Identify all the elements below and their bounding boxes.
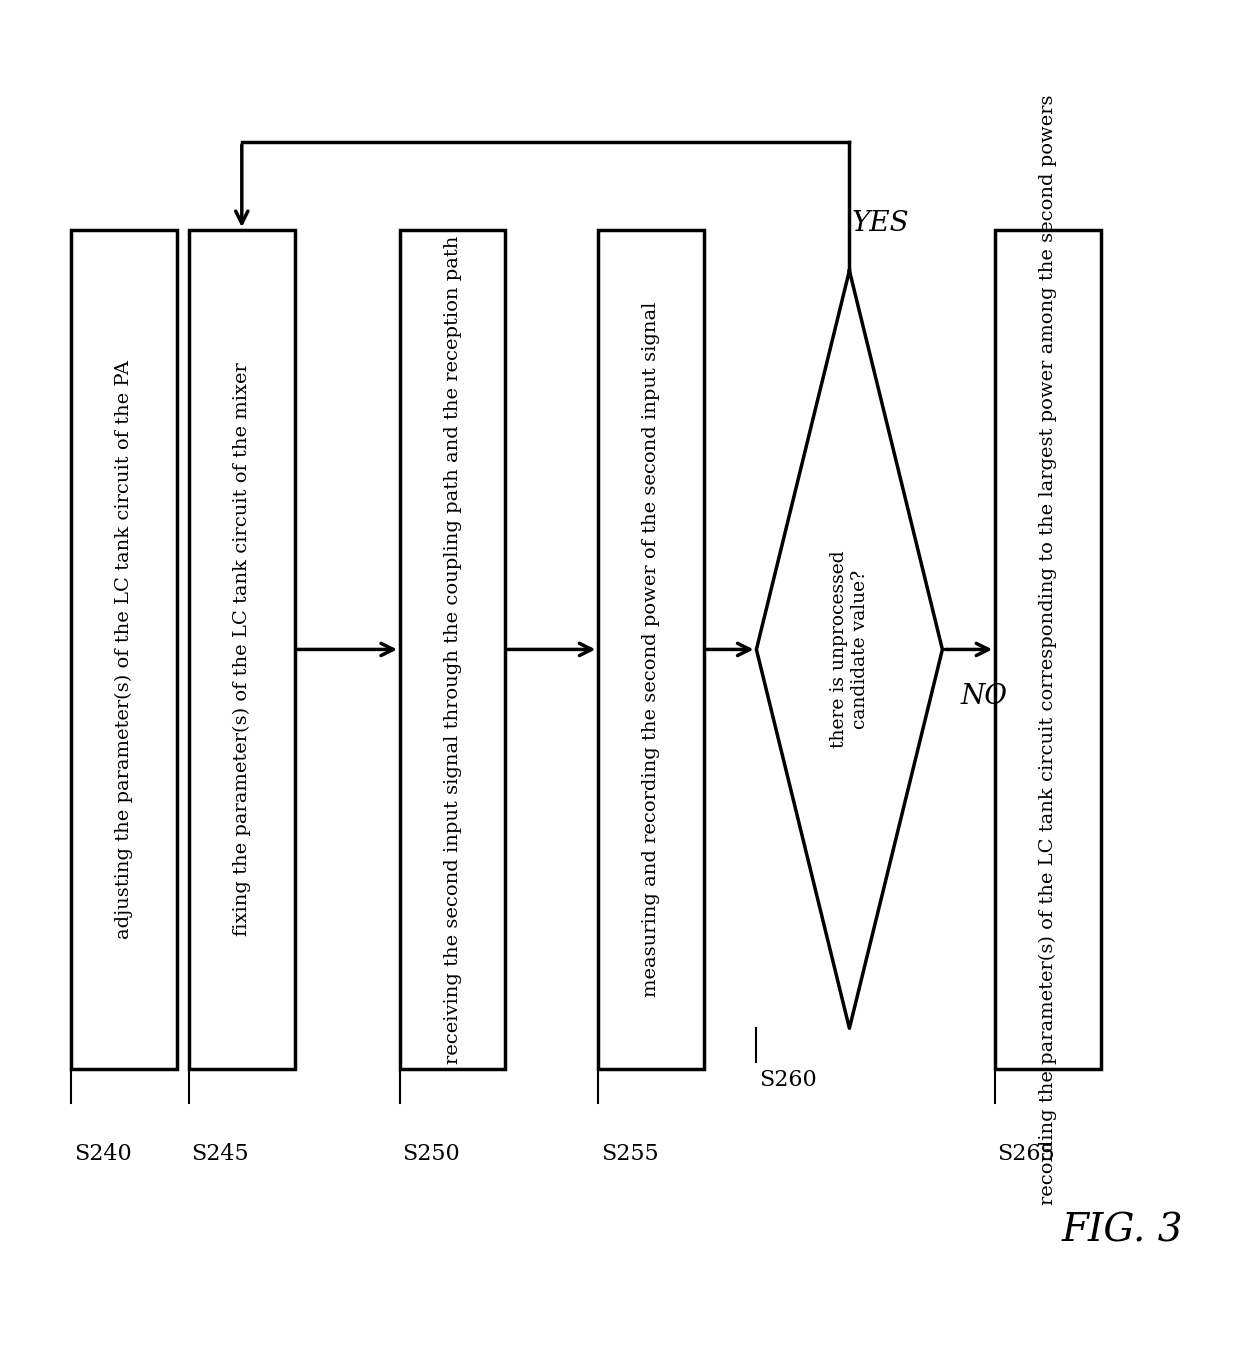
Text: recording the parameter(s) of the LC tank circuit corresponding to the largest p: recording the parameter(s) of the LC tan… — [1039, 95, 1056, 1204]
Text: S260: S260 — [759, 1069, 817, 1091]
Text: fixing the parameter(s) of the LC tank circuit of the mixer: fixing the parameter(s) of the LC tank c… — [233, 363, 250, 936]
Text: NO: NO — [961, 683, 1008, 710]
Text: adjusting the parameter(s) of the LC tank circuit of the PA: adjusting the parameter(s) of the LC tan… — [115, 360, 133, 939]
Text: S245: S245 — [191, 1143, 249, 1165]
Text: S255: S255 — [601, 1143, 658, 1165]
Text: there is unprocessed
candidate value?: there is unprocessed candidate value? — [830, 551, 869, 748]
Text: S250: S250 — [402, 1143, 460, 1165]
Bar — [994, 230, 1101, 1069]
Bar — [71, 230, 177, 1069]
Text: S240: S240 — [74, 1143, 131, 1165]
Bar — [599, 230, 704, 1069]
Text: measuring and recording the second power of the second input signal: measuring and recording the second power… — [642, 302, 660, 997]
Text: receiving the second input signal through the coupling path and the reception pa: receiving the second input signal throug… — [444, 235, 461, 1063]
Text: S265: S265 — [997, 1143, 1055, 1165]
Bar — [188, 230, 295, 1069]
Text: FIG. 3: FIG. 3 — [1061, 1212, 1183, 1250]
Text: YES: YES — [852, 210, 909, 237]
Bar — [399, 230, 506, 1069]
Polygon shape — [756, 271, 942, 1028]
